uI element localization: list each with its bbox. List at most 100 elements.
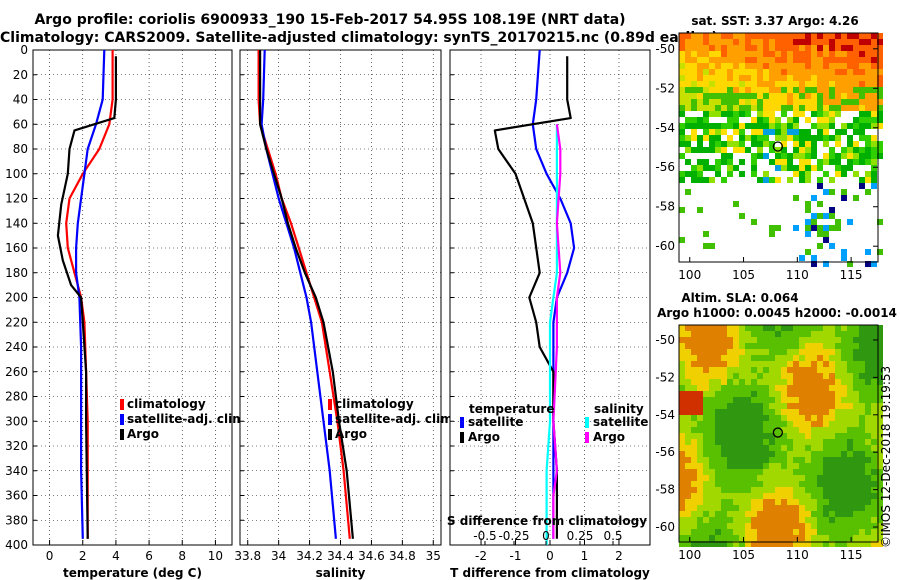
map-cell bbox=[865, 499, 871, 505]
map-cell bbox=[841, 45, 847, 51]
map-cell bbox=[763, 75, 769, 81]
map-cell bbox=[823, 439, 829, 445]
map-cell bbox=[769, 397, 775, 403]
map-cell bbox=[733, 493, 739, 499]
map-cell bbox=[841, 385, 847, 391]
map-cell bbox=[679, 111, 685, 117]
map-cell bbox=[775, 343, 781, 349]
map-cell bbox=[847, 397, 853, 403]
map-cell bbox=[829, 51, 835, 57]
map-cell bbox=[685, 397, 691, 403]
map-cell bbox=[745, 355, 751, 361]
map-cell bbox=[787, 93, 793, 99]
map-cell bbox=[787, 463, 793, 469]
map-cell bbox=[703, 379, 709, 385]
map-cell bbox=[817, 457, 823, 463]
map-cell bbox=[859, 123, 865, 129]
map-cell bbox=[757, 117, 763, 123]
map-cell bbox=[733, 463, 739, 469]
map-cell bbox=[841, 33, 847, 39]
map-cell bbox=[799, 177, 805, 183]
map-cell bbox=[739, 63, 745, 69]
map-cell bbox=[817, 463, 823, 469]
map-cell bbox=[787, 427, 793, 433]
map-cell bbox=[805, 415, 811, 421]
map-cell bbox=[685, 475, 691, 481]
map-cell bbox=[775, 427, 781, 433]
map-cell bbox=[817, 403, 823, 409]
map-cell bbox=[847, 75, 853, 81]
map-cell bbox=[793, 517, 799, 523]
map-cell bbox=[757, 469, 763, 475]
map-cell bbox=[829, 331, 835, 337]
map-cell bbox=[715, 505, 721, 511]
map-cell bbox=[691, 427, 697, 433]
map-cell bbox=[679, 439, 685, 445]
map-cell bbox=[823, 231, 829, 237]
map-cell bbox=[823, 237, 829, 243]
map-cell bbox=[691, 439, 697, 445]
map-cell bbox=[793, 355, 799, 361]
map-cell bbox=[811, 63, 817, 69]
map-cell bbox=[799, 153, 805, 159]
map-cell bbox=[691, 433, 697, 439]
map-cell bbox=[751, 93, 757, 99]
map-cell bbox=[799, 39, 805, 45]
map-cell bbox=[769, 45, 775, 51]
map-cell bbox=[799, 355, 805, 361]
map-cell bbox=[823, 87, 829, 93]
map-cell bbox=[703, 469, 709, 475]
map-cell bbox=[859, 337, 865, 343]
map-cell bbox=[793, 75, 799, 81]
map-cell bbox=[877, 51, 883, 57]
map-cell bbox=[865, 397, 871, 403]
map-cell bbox=[799, 93, 805, 99]
map-cell bbox=[733, 349, 739, 355]
y-tick-label: 180 bbox=[5, 266, 28, 280]
legend-swatch bbox=[328, 399, 332, 410]
map-cell bbox=[715, 111, 721, 117]
map-cell bbox=[769, 523, 775, 529]
map-cell bbox=[751, 141, 757, 147]
map-cell bbox=[775, 147, 781, 153]
map-cell bbox=[877, 409, 883, 415]
map-cell bbox=[775, 225, 781, 231]
map-cell bbox=[787, 457, 793, 463]
map-cell bbox=[679, 403, 685, 409]
map-cell bbox=[793, 535, 799, 541]
map-cell bbox=[823, 403, 829, 409]
map-cell bbox=[811, 69, 817, 75]
map-cell bbox=[775, 511, 781, 517]
map-cell bbox=[709, 463, 715, 469]
map-cell bbox=[871, 475, 877, 481]
map-cell bbox=[745, 63, 751, 69]
map-cell bbox=[877, 99, 883, 105]
map-cell bbox=[745, 451, 751, 457]
map-cell bbox=[829, 349, 835, 355]
map-cell bbox=[799, 445, 805, 451]
map-cell bbox=[775, 33, 781, 39]
legend-swatch bbox=[460, 417, 464, 428]
map-cell bbox=[763, 325, 769, 331]
map-cell bbox=[871, 135, 877, 141]
map-cell bbox=[715, 81, 721, 87]
legend-label: climatology bbox=[335, 397, 414, 411]
map-cell bbox=[805, 349, 811, 355]
map-cell bbox=[739, 105, 745, 111]
map-cell bbox=[763, 529, 769, 535]
map-cell bbox=[853, 129, 859, 135]
map-cell bbox=[679, 171, 685, 177]
map-cell bbox=[745, 367, 751, 373]
map-cell bbox=[739, 135, 745, 141]
map-cell bbox=[721, 39, 727, 45]
map-cell bbox=[859, 391, 865, 397]
map-cell bbox=[877, 523, 883, 529]
map-cell bbox=[871, 397, 877, 403]
map-cell bbox=[859, 517, 865, 523]
map-cell bbox=[781, 481, 787, 487]
map-cell bbox=[805, 249, 811, 255]
map-cell bbox=[799, 361, 805, 367]
map-cell bbox=[865, 355, 871, 361]
map-cell bbox=[847, 535, 853, 541]
map-cell bbox=[679, 373, 685, 379]
